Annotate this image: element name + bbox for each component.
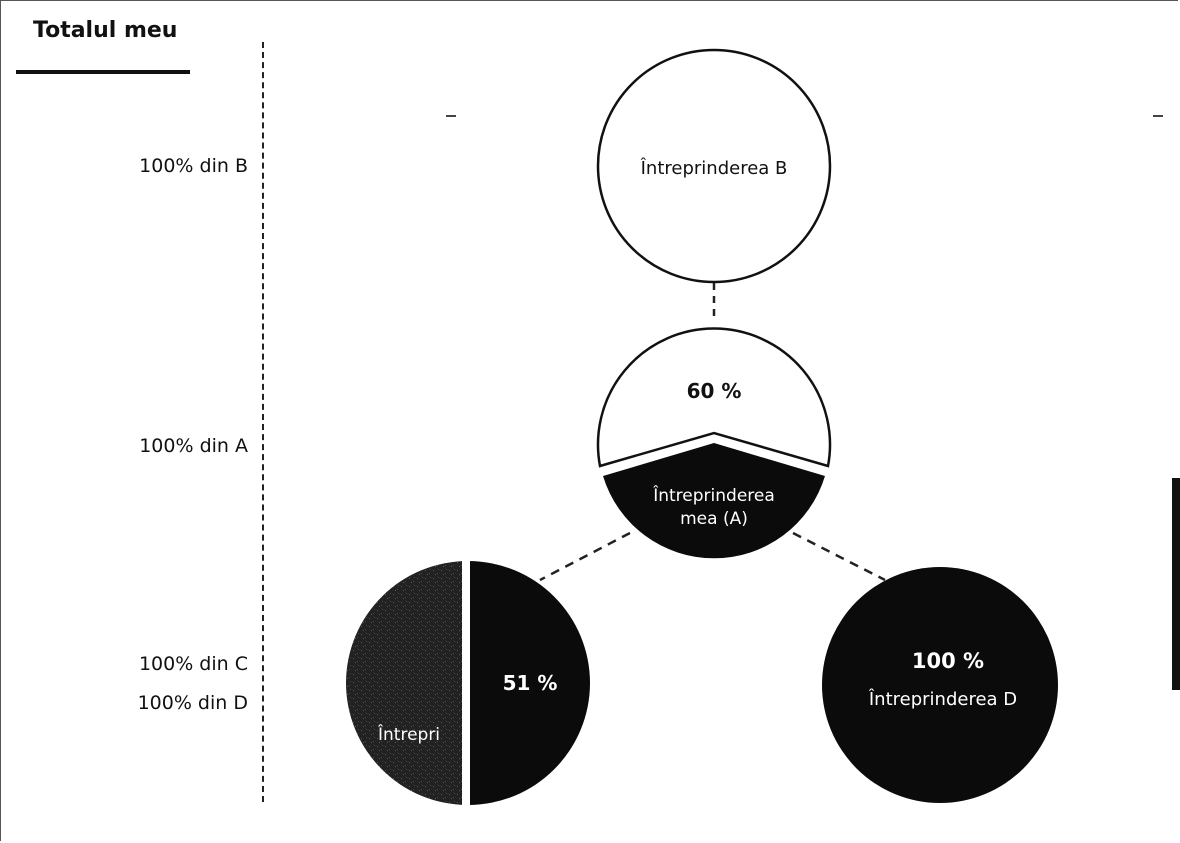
connector-a-c (539, 531, 631, 582)
node-c-other-segment (346, 561, 462, 805)
node-a-core-segment (603, 443, 825, 559)
node-d-circle (822, 567, 1058, 803)
node-c-percent: 51 % (503, 671, 558, 695)
level-divider (262, 42, 264, 802)
node-a-percent: 60 % (687, 379, 742, 403)
stray-mark (446, 115, 456, 117)
node-b-label: Întreprinderea B (640, 157, 788, 179)
node-a-label-line1: Întreprinderea (652, 484, 775, 506)
node-b-circle (596, 48, 832, 284)
level-label-a: 100% din A (139, 435, 248, 457)
level-label-c: 100% din C (138, 653, 248, 675)
node-a-owned-segment (596, 327, 832, 468)
node-a-label-line2: mea (A) (680, 509, 748, 529)
level-label-b: 100% din B (139, 155, 248, 177)
connector-a-d (792, 531, 886, 582)
diagram-title: Totalul meu (33, 18, 178, 43)
edge-fragment (1172, 478, 1180, 690)
title-underline (16, 70, 190, 74)
level-label-d: 100% din D (137, 692, 248, 714)
node-c (346, 561, 590, 805)
node-c-label: Întrepri (377, 723, 440, 745)
node-d-label: Întreprinderea D (868, 688, 1017, 710)
stray-mark (1153, 115, 1163, 117)
node-a: 60 % Întreprinderea mea (A) (596, 327, 832, 559)
node-d-percent: 100 % (912, 649, 984, 673)
